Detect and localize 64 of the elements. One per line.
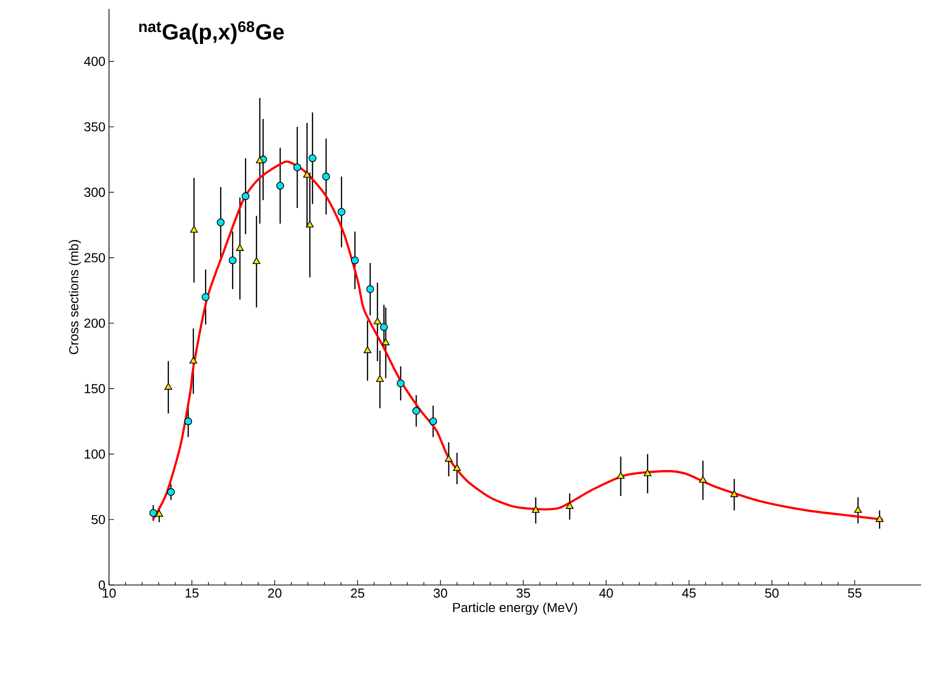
point	[276, 182, 284, 190]
x-tick-label: 10	[102, 588, 116, 598]
point	[429, 417, 438, 426]
y-tick-label: 100	[84, 449, 105, 459]
point	[149, 509, 158, 517]
x-tick-label: 50	[765, 588, 779, 598]
point	[306, 220, 314, 228]
x-tick-label: 35	[516, 588, 530, 598]
point	[351, 256, 359, 264]
point	[566, 502, 574, 509]
point	[699, 476, 707, 483]
x-tick-label: 45	[682, 588, 696, 598]
point	[322, 172, 330, 180]
point	[184, 417, 192, 426]
point	[303, 170, 311, 178]
y-tick-label: 400	[84, 56, 105, 66]
point	[616, 472, 625, 479]
point	[256, 156, 264, 164]
x-tick-label: 30	[434, 588, 448, 598]
point	[382, 338, 390, 346]
point	[374, 317, 382, 324]
y-axis-title: Cross sections (mb)	[68, 240, 81, 354]
point	[216, 218, 225, 226]
point	[380, 323, 388, 332]
point	[189, 356, 198, 364]
y-tick-label: 250	[84, 253, 105, 262]
y-tick-label: 0	[98, 580, 105, 590]
point	[228, 256, 237, 264]
point	[366, 285, 374, 294]
x-tick-label: 55	[848, 588, 862, 598]
point	[730, 490, 738, 498]
line-series	[152, 160, 884, 521]
point	[167, 488, 175, 496]
x-tick-label: 15	[186, 588, 199, 598]
point	[364, 346, 372, 354]
point	[308, 154, 316, 162]
point	[876, 515, 884, 522]
point	[453, 464, 461, 471]
point	[164, 382, 172, 390]
y-tick-label: 150	[84, 384, 105, 394]
point	[190, 226, 198, 233]
point	[376, 375, 384, 382]
x-tick-label: 20	[268, 588, 282, 598]
y-tick-label: 350	[84, 122, 105, 132]
point	[644, 469, 652, 476]
point	[444, 454, 453, 462]
point	[202, 293, 210, 301]
point	[396, 380, 405, 388]
y-tick-label: 300	[84, 188, 105, 197]
y-tick-label: 200	[84, 318, 105, 328]
x-tick-label: 40	[599, 588, 613, 598]
point	[155, 510, 164, 517]
point	[412, 406, 420, 415]
point	[854, 506, 862, 513]
text: $^{nat}$Ga(p,x)$^{68}$Ge	[139, 21, 284, 44]
point	[242, 192, 250, 200]
point	[252, 257, 260, 264]
x-tick-label: 25	[351, 588, 364, 598]
point	[236, 244, 244, 251]
y-tick-label: 50	[92, 514, 105, 524]
x-axis-title: Particle energy (MeV)	[453, 602, 578, 615]
point	[293, 164, 302, 172]
point	[532, 506, 540, 513]
point	[338, 208, 346, 216]
